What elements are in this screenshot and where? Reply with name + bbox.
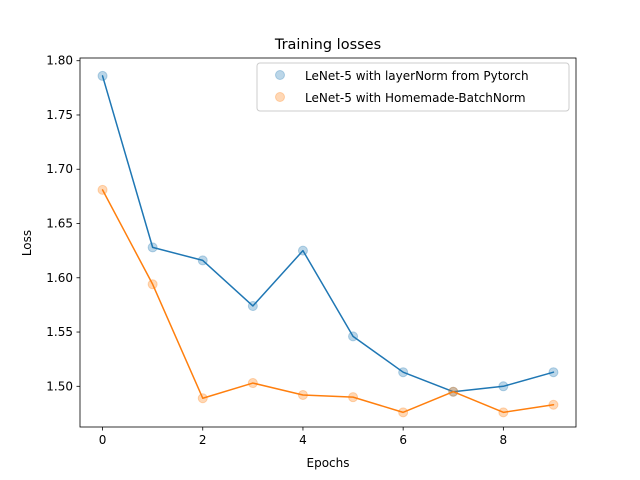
y-tick-label: 1.75: [46, 108, 73, 122]
data-point: [548, 399, 559, 410]
data-point: [97, 70, 108, 81]
legend: LeNet-5 with layerNorm from Pytorch LeNe…: [256, 62, 570, 112]
x-ticks: 0 2 4 6 8: [99, 427, 507, 447]
axes-frame: [79, 57, 577, 428]
x-tick-label: 0: [99, 433, 107, 447]
data-point: [297, 245, 308, 256]
data-point: [247, 378, 258, 389]
plot-background: [80, 58, 576, 427]
legend-label-homemade-batchnorm: LeNet-5 with Homemade-BatchNorm: [305, 91, 526, 105]
data-point: [498, 407, 509, 418]
series-layer: [97, 70, 559, 418]
y-axis-label: Loss: [20, 230, 34, 256]
data-point: [147, 279, 158, 290]
series-line-1: [101, 189, 555, 414]
x-tick-label: 4: [299, 433, 307, 447]
y-tick-label: 1.80: [46, 54, 73, 68]
x-axis-label: Epochs: [307, 456, 350, 470]
data-point: [197, 393, 208, 404]
data-point: [398, 407, 409, 418]
data-point: [147, 242, 158, 253]
axes-layer: [79, 57, 577, 428]
legend-marker-homemade-batchnorm: [275, 92, 285, 102]
legend-box: [256, 62, 570, 112]
series-line-0: [101, 75, 555, 393]
x-tick-label: 2: [199, 433, 207, 447]
data-point: [97, 184, 108, 195]
x-tick-label: 6: [399, 433, 407, 447]
data-point: [297, 389, 308, 400]
data-point: [448, 386, 459, 397]
chart-title: Training losses: [274, 37, 381, 53]
data-point: [348, 331, 359, 342]
y-tick-label: 1.70: [46, 162, 73, 176]
y-tick-label: 1.60: [46, 271, 73, 285]
legend-marker-layernorm: [275, 70, 285, 80]
data-point: [348, 392, 359, 403]
y-ticks: 1.50 1.55 1.60 1.65 1.70 1.75 1.80: [46, 54, 80, 393]
data-point: [548, 367, 559, 378]
legend-label-layernorm: LeNet-5 with layerNorm from Pytorch: [305, 69, 529, 83]
y-tick-label: 1.55: [46, 325, 73, 339]
data-point: [498, 381, 509, 392]
data-point: [197, 255, 208, 266]
data-point: [247, 300, 258, 311]
y-tick-label: 1.65: [46, 217, 73, 231]
data-point: [398, 367, 409, 378]
y-tick-label: 1.50: [46, 379, 73, 393]
x-tick-label: 8: [500, 433, 508, 447]
